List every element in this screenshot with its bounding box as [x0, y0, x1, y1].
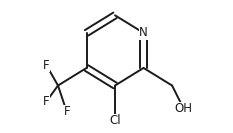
Text: F: F	[63, 105, 70, 118]
Text: F: F	[43, 59, 50, 72]
Text: OH: OH	[175, 102, 193, 115]
Text: N: N	[139, 26, 148, 39]
Text: F: F	[43, 95, 50, 108]
Text: Cl: Cl	[109, 114, 121, 127]
